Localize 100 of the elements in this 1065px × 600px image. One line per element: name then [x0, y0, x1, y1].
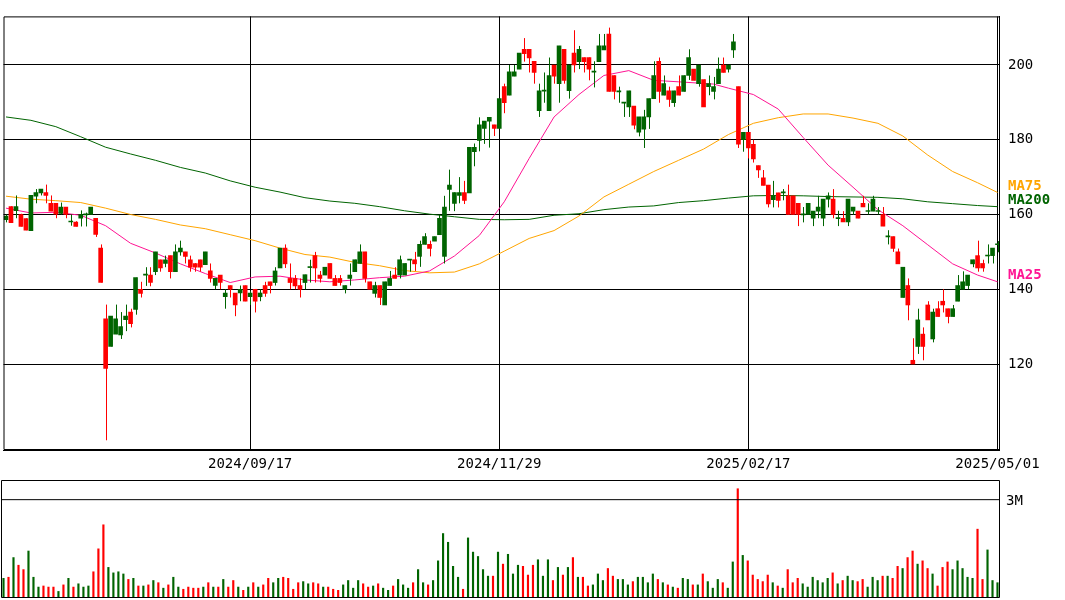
bar [102, 524, 105, 598]
bar [2, 578, 5, 598]
x-tick-label: 2024/09/17 [207, 455, 293, 472]
bar [7, 576, 10, 598]
bar [481, 569, 485, 598]
bar [571, 557, 575, 598]
bar [52, 586, 55, 598]
bar [536, 559, 540, 598]
bar [966, 576, 969, 598]
bar [936, 585, 939, 598]
bar [521, 565, 525, 598]
bar [986, 549, 989, 598]
bar [801, 583, 804, 598]
candlestick [427, 240, 432, 257]
candlestick [516, 52, 522, 70]
candlestick [163, 255, 168, 268]
candlestick [462, 180, 467, 205]
bar [77, 583, 80, 598]
candlestick [377, 285, 383, 306]
bar [476, 556, 480, 598]
bar [67, 578, 70, 598]
bar [22, 569, 25, 598]
bar [417, 569, 420, 598]
bar [941, 567, 944, 598]
candlestick [950, 304, 955, 318]
y-tick-label: 160 [1008, 205, 1034, 222]
bar [72, 586, 75, 598]
bar [62, 584, 65, 598]
candlestick [322, 266, 328, 276]
bar [47, 586, 50, 598]
bar [921, 560, 924, 598]
bar [896, 565, 899, 598]
bar [971, 578, 974, 598]
bar [981, 579, 984, 598]
candlestick [676, 74, 681, 96]
bar [307, 583, 310, 598]
series-label: MA75 [1008, 177, 1042, 194]
y-tick-label: 180 [1008, 130, 1034, 147]
candlestick [671, 90, 676, 108]
bar [946, 561, 949, 598]
candlestick [227, 285, 233, 298]
bar [42, 585, 45, 598]
bar [956, 560, 959, 598]
y-tick-label: 200 [1008, 55, 1034, 72]
x-tick-label: 2024/11/29 [457, 455, 542, 472]
bar [976, 528, 979, 598]
bar [12, 557, 15, 598]
bar [317, 583, 320, 598]
bar [951, 569, 954, 598]
bar [57, 591, 60, 598]
bar [441, 533, 445, 598]
bar [471, 551, 475, 598]
bar [27, 550, 30, 598]
bar [117, 571, 120, 598]
ref-line-label: 3M [1006, 492, 1023, 509]
bar [17, 564, 20, 598]
bar [786, 569, 789, 598]
candlestick [970, 259, 975, 268]
y-tick-label: 120 [1008, 354, 1034, 371]
bar [377, 583, 380, 598]
bar [362, 583, 365, 598]
candlestick [491, 124, 497, 137]
candlestick [666, 86, 671, 108]
bar [446, 541, 450, 598]
bar [991, 580, 994, 598]
bar [741, 555, 744, 598]
x-tick-label: 2025/05/01 [955, 455, 1040, 472]
bar [546, 559, 550, 598]
candlestick [432, 236, 437, 242]
candlestick [900, 266, 906, 298]
candlestick [197, 259, 203, 273]
candlestick [701, 79, 706, 108]
bar [451, 565, 455, 598]
bar [906, 557, 909, 598]
candlestick [277, 247, 283, 269]
bar [92, 571, 95, 598]
bar [466, 537, 470, 598]
candlestick [691, 68, 696, 81]
bar [107, 567, 110, 598]
bar [496, 551, 500, 598]
bar [37, 586, 40, 598]
bar [32, 576, 35, 598]
bar [911, 550, 914, 598]
candlestick [158, 259, 163, 273]
candlestick [935, 300, 941, 318]
candlestick [805, 202, 811, 216]
candlestick [337, 274, 343, 287]
bar [556, 567, 560, 598]
bar [736, 488, 739, 598]
bar [506, 553, 510, 598]
x-tick-label: 2025/02/17 [706, 455, 791, 472]
candlestick [661, 74, 667, 96]
bar [901, 568, 904, 598]
bar [606, 568, 609, 598]
series-label: MA200 [1008, 191, 1051, 208]
candlestick [855, 210, 861, 219]
bar [996, 582, 999, 598]
bar [926, 568, 929, 598]
bar [931, 573, 934, 598]
bar [97, 548, 100, 598]
